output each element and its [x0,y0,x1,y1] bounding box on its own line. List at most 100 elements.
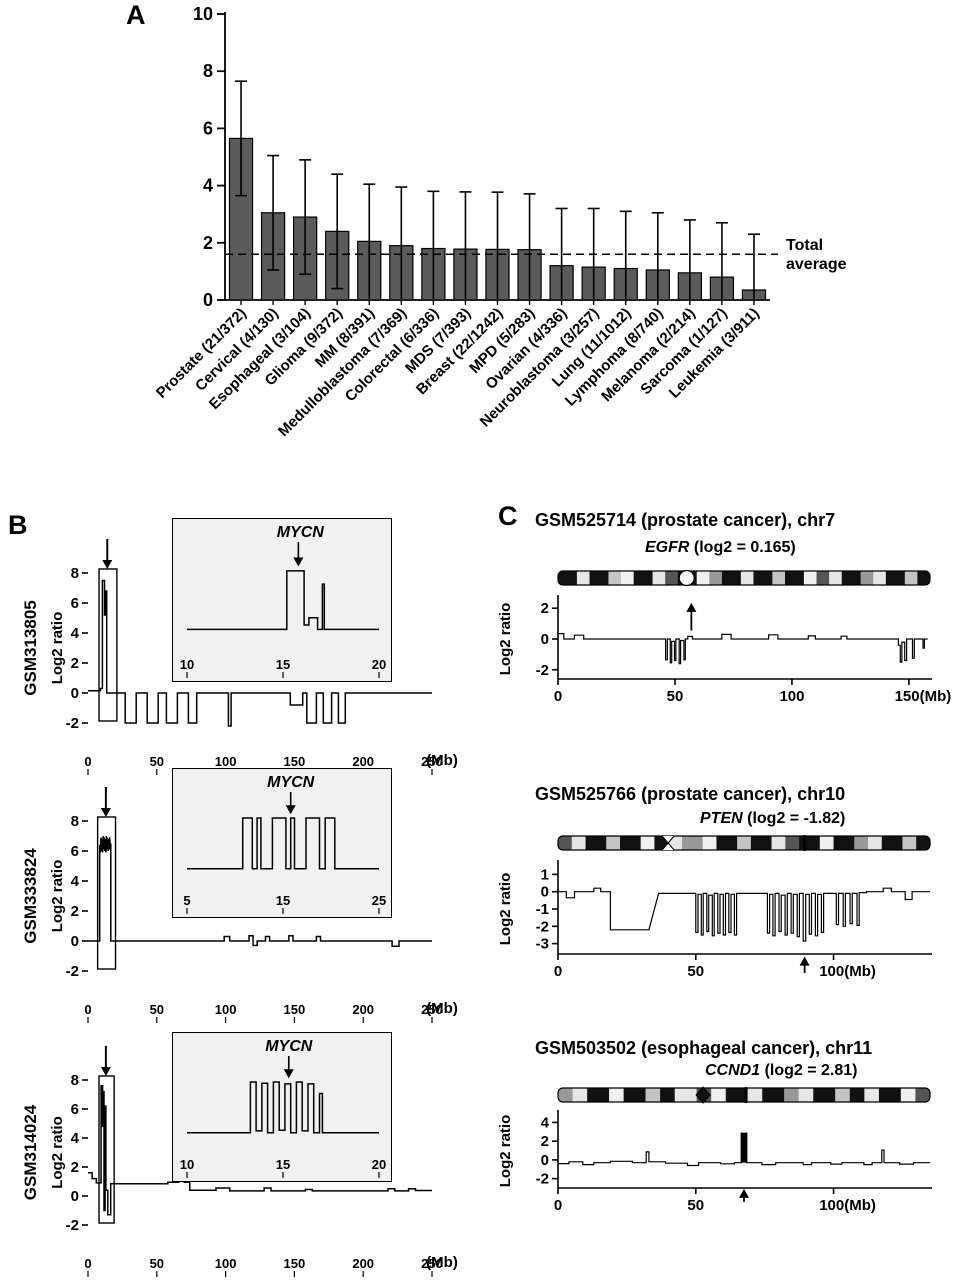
svg-text:20: 20 [372,657,386,672]
svg-text:100: 100 [215,1256,237,1271]
svg-text:0: 0 [554,1197,562,1214]
svg-text:100: 100 [215,754,237,769]
svg-text:200: 200 [352,754,374,769]
svg-text:-2: -2 [66,715,79,732]
svg-text:0: 0 [203,290,213,310]
svg-text:200: 200 [352,1256,374,1271]
svg-text:Log2 ratio: Log2 ratio [49,612,66,685]
svg-text:average: average [786,256,847,273]
svg-text:0: 0 [541,1152,549,1169]
c3-gene-name: CCND1 [705,1062,761,1079]
svg-text:2: 2 [71,655,79,672]
svg-text:MYCN: MYCN [277,524,325,541]
svg-text:50: 50 [667,688,684,705]
GSM313805-inset-svg: 10 15 20 MYCN [180,524,386,678]
gsm333824-log2-profile: 8 6 4 2 0 -2 0 50 100 150 200 250 (Mb) GSM333824 Log2 … [20,786,465,1026]
c1-gene-annotation: EGFR (log2 = 0.165) [645,539,796,557]
svg-text:-2: -2 [66,963,79,980]
svg-text:150(Mb): 150(Mb) [895,688,952,705]
svg-text:4: 4 [71,1130,80,1147]
c1-gene-log2: (log2 = 0.165) [689,539,796,556]
svg-text:0: 0 [554,688,562,705]
svg-text:GSM313805: GSM313805 [21,600,40,695]
svg-text:-2: -2 [66,1217,79,1234]
gsm313805-mycn-inset: 10 15 20 MYCN [172,518,392,682]
svg-text:8: 8 [203,61,213,81]
svg-text:150: 150 [284,1002,306,1017]
svg-text:0: 0 [84,1002,91,1017]
GSM525766-chr10-svg: 10-1-2-30 50 100(Mb)Log2 ratio [497,835,932,980]
svg-text:25: 25 [372,893,386,908]
svg-text:8: 8 [71,813,79,830]
svg-text:4: 4 [541,1114,550,1131]
svg-text:20: 20 [372,1157,386,1172]
gsm314024-log2-profile: 8 6 4 2 0 -2 0 50 100 150 200 250 (Mb) GSM314024 Log2 … [20,1045,465,1280]
svg-text:GSM333824: GSM333824 [21,848,40,944]
GSM314024-inset-svg: 10 15 20 MYCN [180,1038,386,1178]
svg-text:50: 50 [687,1197,704,1214]
svg-text:Log2 ratio: Log2 ratio [497,873,514,946]
svg-text:8: 8 [71,565,79,582]
svg-text:0: 0 [541,884,549,901]
panel-a-bar-chart: 0 2 4 6 8 10 Prostate (21/372) Cervical (4/130)… [130,0,847,475]
svg-text:6: 6 [71,595,79,612]
svg-text:100(Mb): 100(Mb) [819,963,876,980]
svg-text:Log2 ratio: Log2 ratio [497,1115,514,1188]
svg-text:50: 50 [150,754,164,769]
svg-text:(Mb): (Mb) [426,1000,458,1017]
svg-text:2: 2 [203,233,213,253]
svg-text:15: 15 [276,893,290,908]
GSM333824-svg: 8 6 4 2 0 -2 0 50 100 150 200 250(Mb) GSM333824 Log2 … [21,787,458,1023]
svg-text:5: 5 [183,893,190,908]
chr10-profile-chart: 1 0 -1 -2 -3 0 50 100(Mb) Log2 ratio [490,832,955,997]
gsm314024-mycn-inset: 10 15 20 MYCN [172,1032,392,1182]
svg-text:15: 15 [276,1157,290,1172]
panel-c-label: C [498,501,518,531]
svg-text:0: 0 [71,933,79,950]
svg-text:Log2 ratio: Log2 ratio [497,603,514,676]
svg-text:Total: Total [786,237,823,254]
svg-text:-2: -2 [536,918,549,935]
GSM503502-chr11-svg: 4 2 0 -2 0 50 100(Mb) Log2 ratio [497,1086,932,1214]
svg-text:-2: -2 [536,662,549,679]
c1-gene-name: EGFR [645,539,690,556]
svg-text:-2: -2 [536,1171,549,1188]
c2-title: GSM525766 (prostate cancer), chr10 [535,784,846,804]
svg-text:50: 50 [687,963,704,980]
svg-text:150: 150 [284,1256,306,1271]
svg-text:100(Mb): 100(Mb) [819,1197,876,1214]
svg-text:-1: -1 [536,901,549,918]
c3-gene-annotation: CCND1 (log2 = 2.81) [705,1062,858,1080]
svg-text:250: 250 [421,754,443,769]
panel-b-label: B [8,510,28,540]
svg-text:8: 8 [71,1072,79,1089]
GSM333824-inset-svg: 5 15 25 MYCN [183,774,386,914]
svg-text:250: 250 [421,1002,443,1017]
svg-text:(Mb): (Mb) [426,1254,458,1271]
svg-text:150: 150 [284,754,306,769]
svg-text:MYCN: MYCN [265,1038,313,1055]
c2-gene-log2: (log2 = -1.82) [742,810,846,827]
c1-title: GSM525714 (prostate cancer), chr7 [535,510,836,530]
svg-text:Log2 ratio: Log2 ratio [49,1116,66,1189]
svg-text:50: 50 [150,1002,164,1017]
c2-gene-name: PTEN [700,810,743,827]
svg-text:0: 0 [541,631,549,648]
svg-text:Log2 ratio: Log2 ratio [49,860,66,933]
svg-text:10: 10 [180,657,194,672]
svg-text:2: 2 [541,600,549,617]
svg-text:100: 100 [779,688,804,705]
svg-text:2: 2 [71,1159,79,1176]
svg-text:200: 200 [352,1002,374,1017]
gsm313805-log2-profile: 8 6 4 2 0 -2 0 50 100 150 200 250 (Mb) GSM313805 Log2 … [20,538,465,778]
svg-text:10: 10 [193,4,213,24]
svg-text:6: 6 [71,1101,79,1118]
svg-text:50: 50 [150,1256,164,1271]
svg-text:(Mb): (Mb) [426,752,458,769]
svg-text:0: 0 [71,1188,79,1205]
svg-text:0: 0 [71,685,79,702]
chr11-profile-chart: 4 2 0 -2 0 50 100(Mb) Log2 ratio [490,1084,955,1244]
